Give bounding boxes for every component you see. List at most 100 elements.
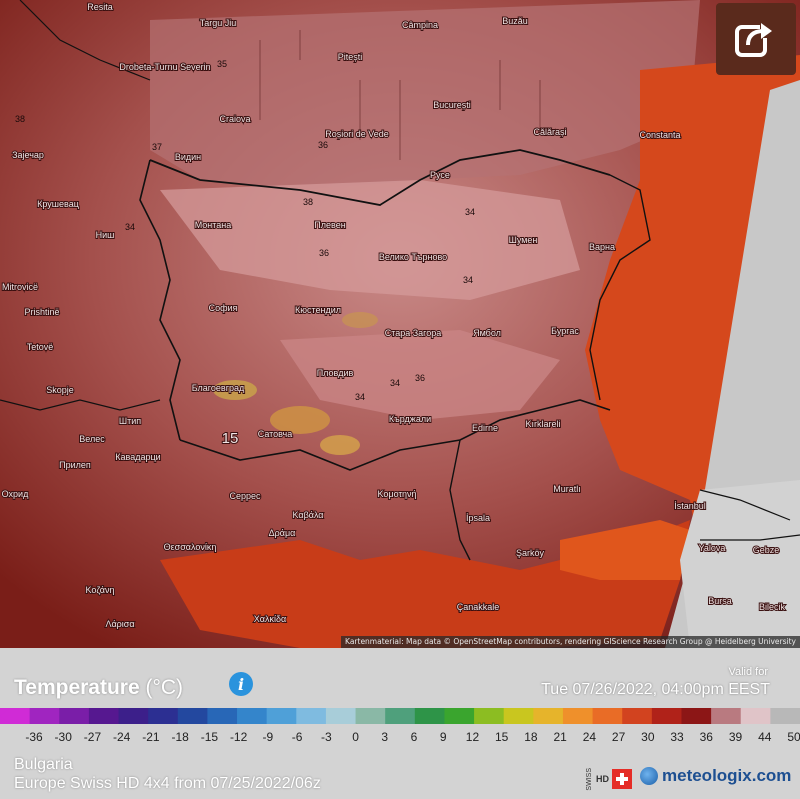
- city-label: Плевен: [314, 220, 345, 230]
- legend-unit: (°C): [145, 676, 184, 699]
- temperature-value-label: 37: [152, 142, 162, 152]
- color-scale-segment: [592, 708, 623, 724]
- city-label: Δράμα: [269, 528, 296, 538]
- thracian-plain: [280, 330, 560, 420]
- city-label: Edirne: [472, 423, 498, 433]
- color-scale-segment: [88, 708, 120, 724]
- scale-tick-label: -27: [83, 730, 102, 744]
- scale-tick-label: -24: [113, 730, 131, 744]
- city-label: Craiova: [219, 114, 250, 124]
- scale-tick-label: 50: [787, 730, 800, 744]
- scale-tick-label: -18: [171, 730, 189, 744]
- city-label: Велес: [79, 434, 105, 444]
- city-label: Стара Загора: [385, 328, 442, 338]
- city-label: Ниш: [96, 230, 115, 240]
- city-label: Κομοτηνή: [377, 489, 416, 499]
- color-scale-segment: [118, 708, 149, 724]
- city-label: Muratlı: [553, 484, 581, 494]
- greece-turkey-border: [449, 439, 471, 561]
- turkey-coast: [699, 489, 800, 541]
- map-attribution[interactable]: Kartenmaterial: Map data © OpenStreetMap…: [341, 636, 800, 648]
- info-icon[interactable]: i: [229, 672, 253, 696]
- hot-spot: [320, 435, 360, 455]
- city-label: Видин: [175, 152, 201, 162]
- temperature-value-label: 34: [355, 392, 365, 402]
- danube-border: [149, 149, 611, 206]
- scale-tick-label: 33: [670, 730, 684, 744]
- temperature-value-label: 36: [319, 248, 329, 258]
- city-label: İstanbul: [674, 501, 706, 511]
- city-label: Варна: [589, 242, 615, 252]
- hot-spot: [270, 406, 330, 434]
- turkey-land: [680, 480, 800, 648]
- brand-name: meteologix.com: [662, 766, 792, 785]
- city-label: Шумен: [509, 235, 538, 245]
- aegean-sea: [160, 520, 690, 648]
- color-scale-segment: [711, 708, 742, 724]
- temperature-map[interactable]: 35 38 37 36 38 34 34 36 34 34 36 34 15 Resita Targu J…: [0, 0, 800, 648]
- color-scale-segment: [266, 708, 297, 724]
- scale-tick-label: 39: [728, 730, 743, 744]
- meteologix-logo-icon: [640, 767, 658, 785]
- romania-plain: [150, 0, 700, 190]
- south-border: [179, 399, 611, 471]
- share-icon: [735, 22, 776, 57]
- scale-tick-label: 44: [758, 730, 772, 744]
- scale-tick-label: 9: [439, 730, 447, 744]
- city-label: Tetovë: [27, 342, 54, 352]
- swiss-hd-badge: SWISS HD: [586, 768, 632, 791]
- share-button[interactable]: [716, 3, 796, 75]
- city-label: Roșiori de Vede: [325, 129, 389, 139]
- city-label: Χαλκίδα: [254, 614, 286, 624]
- color-scale-segment: [296, 708, 327, 724]
- city-label: Кюстендил: [295, 305, 341, 315]
- temperature-value-label: 15: [222, 430, 239, 447]
- city-label: Resita: [87, 2, 113, 12]
- marmara-sea: [560, 520, 690, 580]
- hot-spot: [213, 380, 257, 400]
- color-scale-segment: [385, 708, 416, 724]
- color-scale-ticks: -36 -30 -27 -24 -21 -18 -15 -12 -9 -6 -3 0 3 6 9 12 15 18…: [0, 730, 800, 750]
- color-scale-segment: [207, 708, 238, 724]
- city-label: Зајечар: [12, 150, 44, 160]
- city-label: Constanta: [639, 130, 680, 140]
- city-label: Buzău: [502, 16, 528, 26]
- scale-tick-label: -15: [200, 730, 219, 744]
- legend-title-text: Temperature: [14, 676, 140, 699]
- city-label: София: [209, 303, 238, 313]
- danubian-plain: [160, 180, 580, 300]
- scale-tick-label: 15: [495, 730, 509, 744]
- city-label: Θεσσαλονίκη: [164, 542, 217, 552]
- north-border: [19, 0, 151, 81]
- color-scale-segment: [59, 708, 90, 724]
- color-scale-segment: [622, 708, 653, 724]
- scale-tick-label: -36: [25, 730, 43, 744]
- scale-tick-label: 18: [524, 730, 538, 744]
- city-label: Καβάλα: [292, 510, 323, 520]
- city-label: İpsala: [466, 513, 490, 523]
- temperature-value-label: 36: [415, 373, 425, 383]
- scale-tick-label: 30: [641, 730, 655, 744]
- color-scale-segment: [681, 708, 712, 724]
- scale-tick-label: -30: [54, 730, 72, 744]
- scale-tick-label: 0: [352, 730, 359, 744]
- valid-time: Tue 07/26/2022, 04:00pm EEST: [541, 681, 770, 698]
- city-label: Ямбол: [473, 328, 501, 338]
- scale-tick-label: 21: [553, 730, 567, 744]
- city-label: Благоевград: [192, 383, 245, 393]
- brand-link[interactable]: meteologix.com: [640, 766, 791, 786]
- city-label: Drobeta-Turnu Severin: [119, 62, 210, 72]
- color-scale-segment: [414, 708, 445, 724]
- color-scale-segment: [444, 708, 475, 724]
- region-name: Bulgaria: [14, 756, 73, 773]
- city-label: Кавадарци: [115, 452, 160, 462]
- city-label: Yalova: [699, 543, 726, 553]
- west-border: [139, 159, 181, 441]
- city-label: Călărași: [533, 127, 566, 137]
- city-labels: Resita Targu Jiu Câmpina Buzău Drobeta-Turnu…: [1, 1, 787, 630]
- city-label: Prishtinë: [24, 307, 59, 317]
- color-scale-segment: [148, 708, 179, 724]
- valid-for-label: Valid for: [728, 666, 768, 678]
- scale-tick-label: -6: [291, 730, 303, 744]
- city-label: Skopje: [46, 385, 74, 395]
